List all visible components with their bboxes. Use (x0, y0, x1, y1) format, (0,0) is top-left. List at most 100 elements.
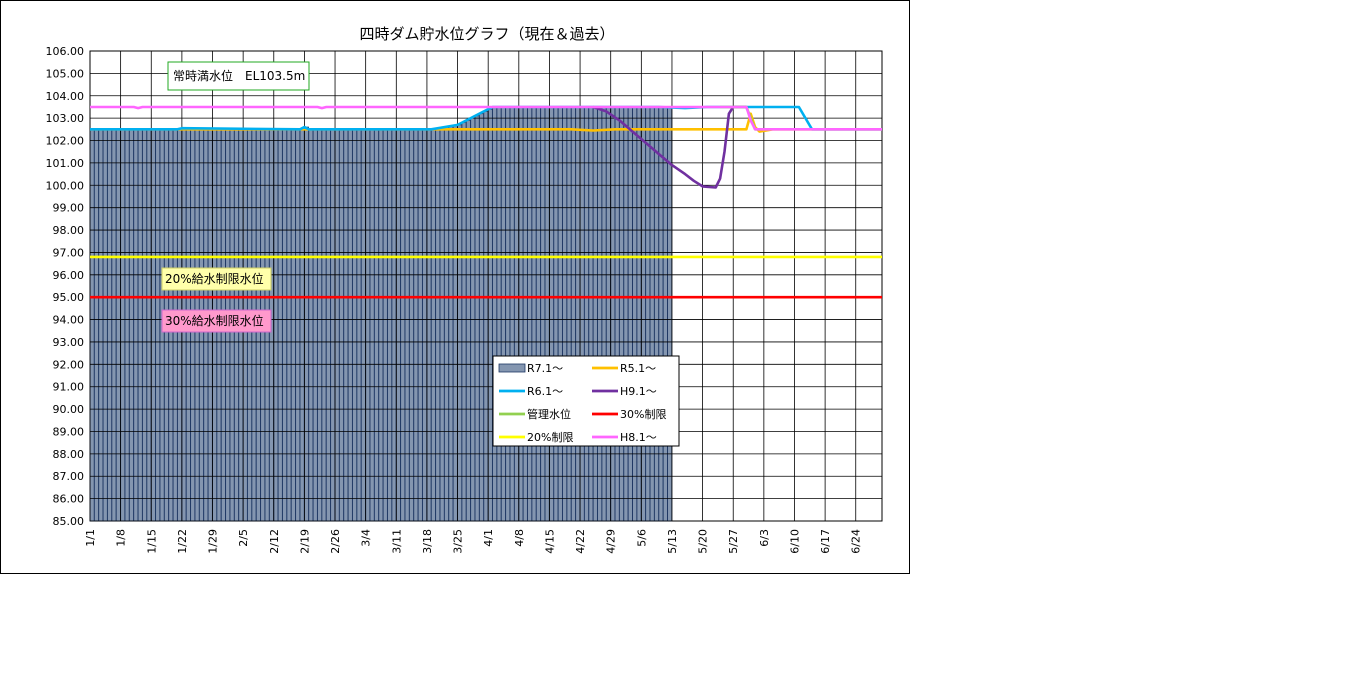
x-tick-label: 5/6 (635, 529, 648, 547)
bar (500, 106, 506, 522)
x-tick-label: 5/13 (666, 529, 679, 554)
legend-label: 20%制限 (527, 431, 573, 444)
bar (128, 128, 134, 522)
bar (553, 106, 559, 522)
bar (339, 128, 344, 522)
legend-label: R5.1～ (620, 362, 656, 375)
annotation-20pct-limit: 20%給水制限水位 (161, 267, 272, 291)
bar (570, 106, 576, 522)
bar (277, 128, 283, 522)
bar (557, 106, 563, 522)
y-tick-label: 98.00 (53, 224, 85, 237)
y-tick-label: 95.00 (53, 291, 85, 304)
y-tick-label: 105.00 (46, 67, 85, 80)
x-tick-label: 2/26 (329, 529, 342, 554)
legend-label: 30%制限 (620, 408, 666, 421)
bar (579, 106, 585, 522)
bar (457, 124, 463, 522)
bar (365, 128, 371, 522)
y-tick-label: 97.00 (53, 246, 85, 259)
bar (417, 128, 423, 522)
bar (409, 128, 415, 522)
bar (632, 106, 638, 522)
y-tick-label: 89.00 (53, 425, 85, 438)
bar (356, 128, 362, 522)
bar (522, 106, 528, 522)
bar (102, 128, 108, 522)
bar (282, 128, 288, 522)
x-tick-label: 2/5 (237, 529, 250, 547)
bar (146, 128, 152, 522)
bar (155, 128, 161, 522)
x-tick-label: 6/24 (850, 529, 863, 554)
bar (120, 128, 126, 522)
bar (439, 127, 445, 522)
bar (98, 128, 104, 522)
y-tick-label: 86.00 (53, 493, 85, 506)
y-tick-label: 90.00 (53, 403, 85, 416)
bar (321, 128, 327, 522)
bar (391, 128, 397, 522)
legend-label: H9.1～ (620, 385, 657, 398)
bar (369, 128, 375, 522)
bar (605, 106, 611, 522)
bar (535, 106, 541, 522)
y-tick-label: 96.00 (53, 269, 85, 282)
bar (133, 128, 139, 522)
y-tick-label: 93.00 (53, 336, 85, 349)
bar (566, 106, 572, 522)
x-tick-label: 1/22 (176, 529, 189, 554)
bar (413, 128, 419, 522)
y-tick-label: 94.00 (53, 314, 85, 327)
x-tick-label: 1/1 (84, 529, 97, 547)
bar (299, 128, 305, 522)
series-line (90, 105, 882, 131)
x-tick-label: 5/20 (697, 529, 710, 554)
bar (382, 128, 388, 522)
annotation-30pct-limit-text: 30%給水制限水位 (165, 313, 264, 328)
bar (142, 128, 148, 522)
bar (400, 128, 406, 522)
bar (395, 128, 401, 522)
x-tick-label: 3/11 (390, 529, 403, 554)
bar (584, 106, 590, 522)
x-tick-label: 4/1 (482, 529, 495, 547)
bar (518, 106, 524, 522)
x-tick-label: 1/15 (145, 529, 158, 554)
bar (304, 126, 309, 522)
reservoir-level-chart: 四時ダム貯水位グラフ（現在＆過去） 85.00 86.00 87.00 88.00 89… (46, 25, 883, 554)
y-tick-label: 101.00 (46, 157, 85, 170)
x-tick-label: 2/12 (268, 529, 281, 554)
series-line (90, 105, 882, 131)
bar (487, 108, 493, 522)
series-line (592, 105, 747, 189)
x-tick-label: 6/3 (758, 529, 771, 547)
y-tick-label: 104.00 (46, 90, 85, 103)
bar (422, 128, 428, 522)
x-tick-label: 2/19 (298, 529, 311, 554)
legend-label: R6.1～ (527, 385, 563, 398)
bar (308, 128, 314, 522)
bar (290, 128, 296, 522)
x-axis-ticks: 1/1 1/8 1/15 1/22 1/29 2/5 2/12 2/19 2/26 3/4 3/11… (84, 529, 863, 554)
bar (430, 128, 436, 522)
bar (352, 128, 358, 522)
bar (562, 106, 568, 522)
legend-label: 管理水位 (527, 407, 571, 421)
annotation-full-water-level-text: 常時満水位 EL103.5m (173, 68, 305, 83)
bar (295, 128, 301, 522)
x-tick-label: 4/29 (605, 529, 618, 554)
bar (89, 128, 95, 522)
bar (404, 128, 410, 522)
bar (645, 106, 651, 522)
bar (627, 106, 633, 522)
bar (474, 115, 480, 522)
bar (330, 128, 336, 522)
legend: R7.1～ R5.1～ R6.1～ H9.1～ 管理水位 30%制限 20%制限 H8.1～ (492, 355, 680, 447)
bar (435, 128, 441, 522)
bar (492, 106, 498, 522)
bar (544, 106, 550, 522)
bar (654, 106, 660, 522)
bar (111, 128, 117, 522)
line-series (90, 105, 882, 299)
